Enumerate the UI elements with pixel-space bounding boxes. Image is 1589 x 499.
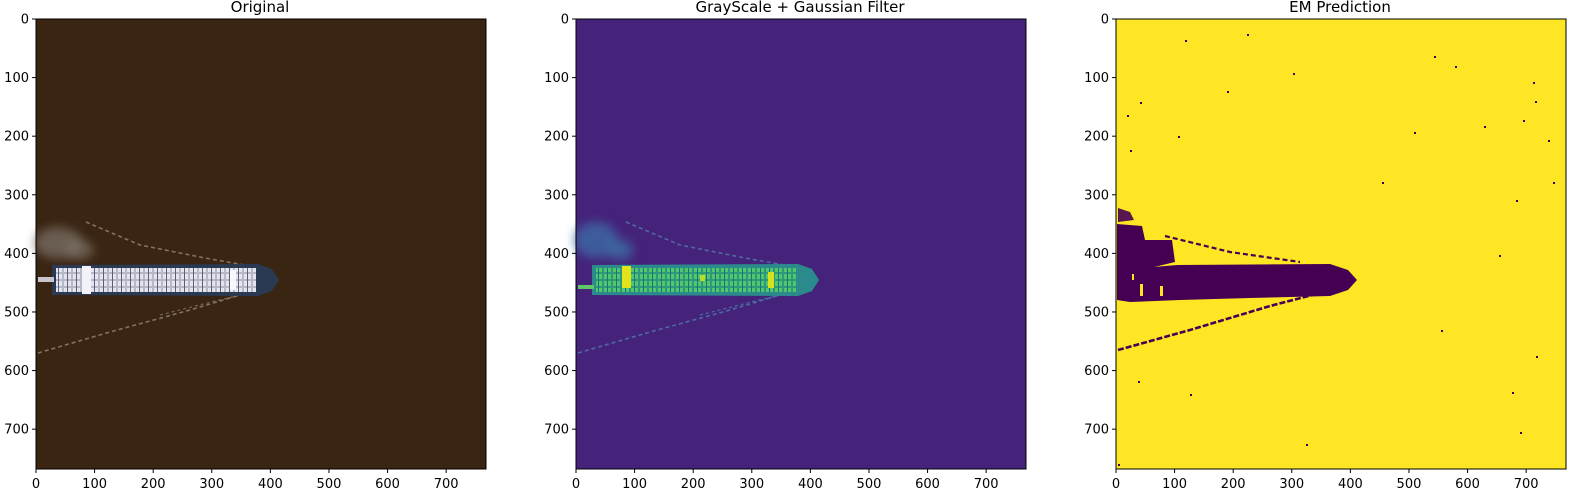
- x-tick-label: 300: [739, 477, 764, 492]
- panel-original: Original 0 100 200 300 400 500 600 700 0 100 200 3…: [4, 0, 487, 492]
- x-axis: 0 100 200 300 400 500 600 700: [572, 469, 999, 492]
- x-tick-label: 500: [1397, 477, 1422, 492]
- y-tick-label: 0: [21, 13, 29, 28]
- em-ship-gap-1: [1140, 284, 1143, 296]
- y-tick-label: 400: [4, 247, 29, 262]
- grayscale-bright-1: [622, 266, 631, 288]
- em-mask-image: [1116, 19, 1566, 469]
- em-ship-gap-3: [1132, 274, 1134, 280]
- axes-frame: [35, 18, 487, 470]
- em-wake-lower: [1117, 291, 1321, 352]
- x-tick-label: 100: [82, 477, 107, 492]
- original-background: [36, 19, 486, 469]
- y-tick-label: 300: [544, 188, 569, 203]
- x-tick-label: 600: [915, 477, 940, 492]
- x-tick-label: 400: [1338, 477, 1363, 492]
- y-tick-label: 400: [544, 247, 569, 262]
- x-tick-label: 700: [434, 477, 459, 492]
- em-smoke-specks: [1118, 208, 1134, 222]
- grayscale-smoke: [574, 222, 618, 258]
- x-tick-label: 200: [1221, 477, 1246, 492]
- y-tick-label: 500: [1084, 305, 1109, 320]
- y-tick-label: 300: [4, 188, 29, 203]
- em-ship-gap-2: [1160, 286, 1163, 296]
- em-noise-dots: [1118, 34, 1555, 466]
- grayscale-smoke-2: [607, 240, 633, 260]
- grayscale-wake-upper: [625, 221, 791, 267]
- grayscale-bright-3: [700, 275, 705, 281]
- x-tick-label: 700: [974, 477, 999, 492]
- panel-grayscale: GrayScale + Gaussian Filter 0 100 200 300 40…: [544, 0, 1027, 492]
- x-tick-label: 200: [141, 477, 166, 492]
- x-tick-label: 300: [199, 477, 224, 492]
- em-wake-upper: [1164, 234, 1301, 264]
- y-tick-label: 500: [544, 305, 569, 320]
- panel-em-prediction: EM Prediction: [1084, 0, 1567, 492]
- grayscale-wake-lower-2: [699, 289, 803, 316]
- grayscale-bright-2: [768, 272, 774, 288]
- y-tick-label: 300: [1084, 188, 1109, 203]
- original-bridge-2: [230, 270, 236, 290]
- y-tick-label: 600: [1084, 364, 1109, 379]
- grayscale-image: [574, 19, 1026, 469]
- y-tick-label: 600: [544, 364, 569, 379]
- grayscale-wake-lower: [577, 291, 791, 354]
- y-tick-label: 700: [544, 423, 569, 438]
- x-tick-label: 600: [1455, 477, 1480, 492]
- y-axis: 0 100 200 300 400 500 600 700: [1084, 13, 1116, 438]
- x-tick-label: 600: [375, 477, 400, 492]
- x-axis: 0 100 200 300 400 500 600 700: [1112, 469, 1539, 492]
- panel-title: EM Prediction: [1289, 0, 1391, 16]
- original-wake-upper: [85, 221, 251, 267]
- y-tick-label: 700: [1084, 423, 1109, 438]
- axes-frame: [1115, 18, 1567, 470]
- x-tick-label: 400: [798, 477, 823, 492]
- axes-frame: [575, 18, 1027, 470]
- original-wake-lower: [37, 291, 251, 354]
- y-tick-label: 100: [4, 71, 29, 86]
- x-tick-label: 400: [258, 477, 283, 492]
- panel-title: GrayScale + Gaussian Filter: [695, 0, 905, 16]
- x-tick-label: 300: [1279, 477, 1304, 492]
- y-tick-label: 0: [1101, 13, 1109, 28]
- original-image: [34, 19, 486, 469]
- y-tick-label: 200: [4, 130, 29, 145]
- original-wake-lower-2: [159, 289, 263, 316]
- y-tick-label: 600: [4, 364, 29, 379]
- em-background: [1116, 19, 1566, 469]
- x-tick-label: 500: [317, 477, 342, 492]
- x-tick-label: 0: [32, 477, 40, 492]
- x-tick-label: 0: [1112, 477, 1120, 492]
- y-tick-label: 200: [544, 130, 569, 145]
- y-tick-label: 100: [544, 71, 569, 86]
- em-smoke-region: [1117, 224, 1175, 272]
- original-stern: [38, 277, 54, 282]
- y-tick-label: 0: [561, 13, 569, 28]
- x-axis: 0 100 200 300 400 500 600 700: [32, 469, 459, 492]
- x-tick-label: 200: [681, 477, 706, 492]
- em-ship-region: [1117, 264, 1357, 302]
- x-tick-label: 100: [622, 477, 647, 492]
- original-bridge: [82, 266, 91, 294]
- grayscale-background: [576, 19, 1026, 469]
- x-tick-label: 100: [1162, 477, 1187, 492]
- grayscale-stern: [578, 285, 594, 289]
- panel-title: Original: [231, 0, 290, 16]
- x-tick-label: 700: [1514, 477, 1539, 492]
- x-tick-label: 500: [857, 477, 882, 492]
- y-tick-label: 100: [1084, 71, 1109, 86]
- y-tick-label: 200: [1084, 130, 1109, 145]
- original-smoke-2: [66, 240, 94, 260]
- y-axis: 0 100 200 300 400 500 600 700: [4, 13, 36, 438]
- y-tick-label: 500: [4, 305, 29, 320]
- y-tick-label: 400: [1084, 247, 1109, 262]
- y-tick-label: 700: [4, 423, 29, 438]
- x-tick-label: 0: [572, 477, 580, 492]
- y-axis: 0 100 200 300 400 500 600 700: [544, 13, 576, 438]
